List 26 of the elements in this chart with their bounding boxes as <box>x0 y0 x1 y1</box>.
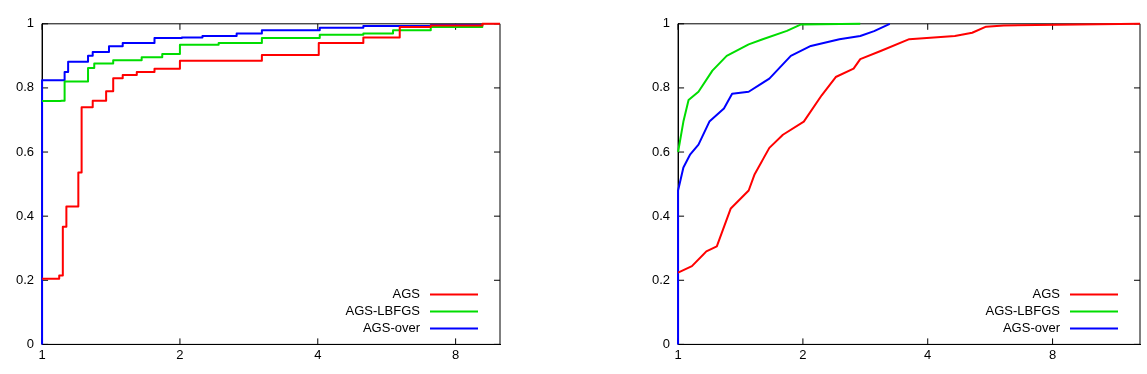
y-tick-label: 0.4 <box>651 207 671 223</box>
legend-label: AGS-over <box>362 319 421 335</box>
x-tick-label: 4 <box>924 346 932 362</box>
y-tick-label: 0.4 <box>15 207 35 223</box>
x-tick-label: 4 <box>314 346 322 362</box>
legend-label: AGS <box>1032 285 1061 301</box>
y-tick-label: 0.6 <box>15 143 35 159</box>
legend-label: AGS-LBFGS <box>345 302 421 318</box>
x-tick-label: 2 <box>176 346 184 362</box>
y-tick-label: 0.2 <box>651 271 671 287</box>
y-tick-label: 1 <box>662 15 671 31</box>
y-tick-label: 0.6 <box>651 143 671 159</box>
y-tick-label: 0 <box>662 335 671 351</box>
legend-label: AGS-LBFGS <box>985 302 1061 318</box>
y-tick-label: 1 <box>26 15 35 31</box>
x-tick-label: 8 <box>452 346 460 362</box>
x-tick-label: 1 <box>674 346 682 362</box>
y-tick-label: 0 <box>26 335 35 351</box>
y-tick-label: 0.8 <box>15 79 35 95</box>
x-tick-label: 1 <box>38 346 46 362</box>
legend-label: AGS <box>392 285 421 301</box>
y-tick-label: 0.2 <box>15 271 35 287</box>
x-tick-label: 8 <box>1048 346 1057 362</box>
x-tick-label: 2 <box>799 346 807 362</box>
y-tick-label: 0.8 <box>651 79 671 95</box>
legend-label: AGS-over <box>1002 319 1061 335</box>
